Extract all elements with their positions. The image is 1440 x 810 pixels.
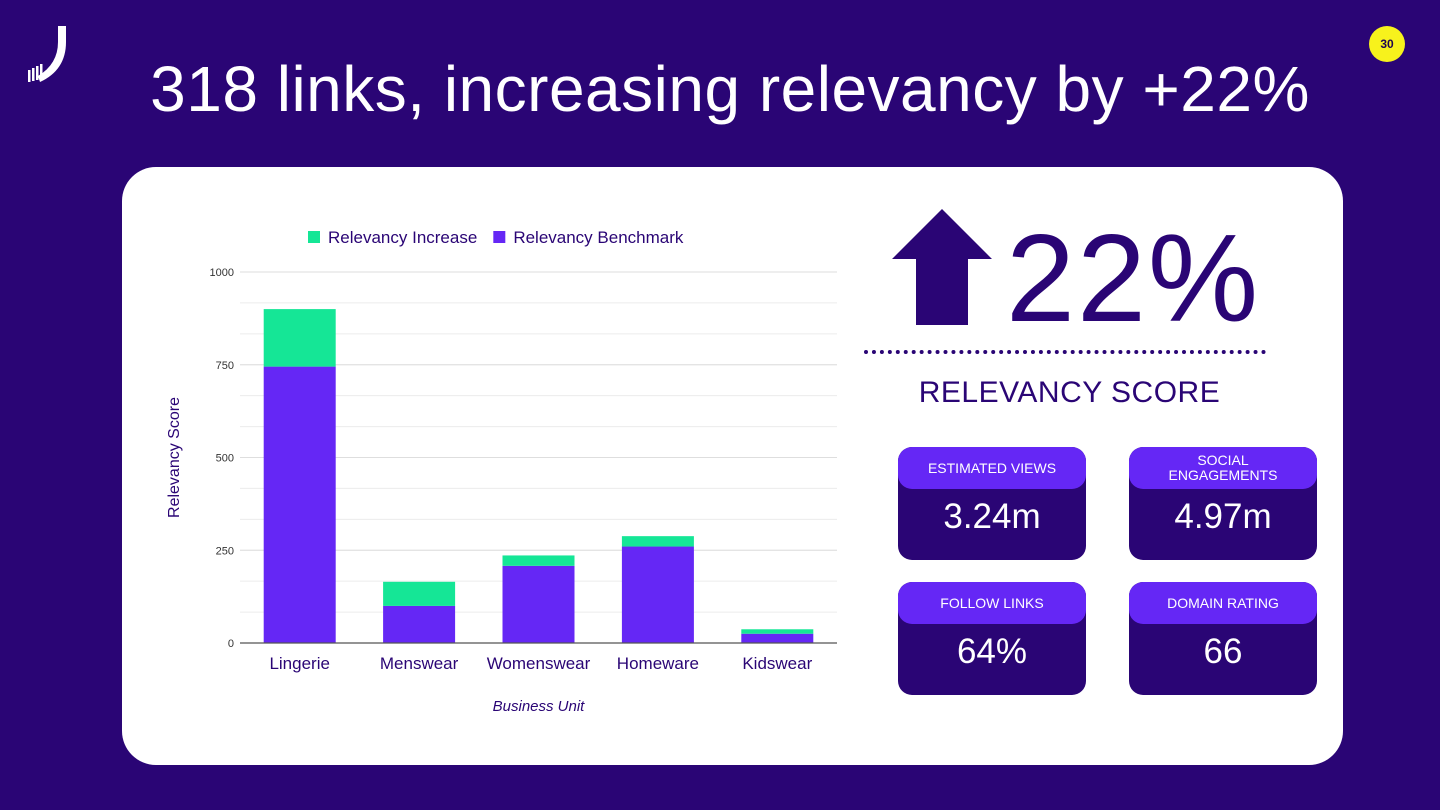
- stat-label: DOMAIN RATING: [1129, 582, 1317, 624]
- y-tick-label: 1000: [210, 267, 234, 279]
- stat-label: FOLLOW LINKS: [898, 582, 1086, 624]
- bar-segment: [621, 536, 694, 547]
- relevancy-score-label: RELEVANCY SCORE: [918, 376, 1221, 409]
- stat-value: 3.24m: [943, 497, 1041, 536]
- stat-value: 66: [1203, 632, 1243, 671]
- up-arrow-icon: [892, 209, 992, 325]
- stat-value: 4.97m: [1174, 497, 1272, 536]
- stat-label: ESTIMATED VIEWS: [898, 447, 1086, 489]
- relevancy-percentage: 22%: [1006, 210, 1261, 348]
- stat-value: 64%: [956, 632, 1028, 671]
- bar-segment: [383, 605, 456, 643]
- x-tick-label: Homeware: [617, 654, 699, 673]
- page-number-badge: 30: [1369, 26, 1405, 62]
- slide-title: 318 links, increasing relevancy by +22%: [150, 53, 1310, 125]
- stat-label: SOCIAL ENGAGEMENTS: [1129, 447, 1317, 489]
- x-tick-label: Lingerie: [269, 654, 330, 673]
- y-tick-label: 0: [228, 638, 234, 650]
- legend-swatch: [493, 231, 506, 243]
- x-tick-label: Kidswear: [742, 654, 812, 673]
- bar-segment: [741, 629, 814, 634]
- y-tick-label: 250: [216, 545, 234, 557]
- bar-segment: [263, 309, 336, 367]
- bar-segment: [502, 555, 575, 566]
- stacked-bar-chart: 0 250 500 750 1000 Lingerie Menswear Womenswear…: [166, 228, 837, 715]
- x-tick-label: Menswear: [380, 654, 459, 673]
- bar-segment: [263, 366, 336, 643]
- x-tick-label: Womenswear: [487, 654, 591, 673]
- brand-logo-icon: [28, 26, 66, 82]
- stat-card-domain-rating: DOMAIN RATING 66: [1129, 582, 1317, 695]
- dotted-divider: [864, 350, 1266, 354]
- bar-segment: [621, 546, 694, 643]
- stat-card-social-engagements: SOCIAL ENGAGEMENTS 4.97m: [1129, 447, 1317, 560]
- x-axis-title: Business Unit: [493, 698, 586, 715]
- y-tick-label: 500: [216, 453, 234, 465]
- stat-card-estimated-views: ESTIMATED VIEWS 3.24m: [898, 447, 1086, 560]
- y-axis-title: Relevancy Score: [166, 397, 183, 518]
- y-tick-label: 750: [216, 360, 234, 372]
- bar-segment: [741, 633, 814, 643]
- bar-segment: [383, 581, 456, 606]
- legend-swatch: [308, 231, 320, 243]
- legend-label: Relevancy Increase: [328, 228, 477, 247]
- stat-card-follow-links: FOLLOW LINKS 64%: [898, 582, 1086, 695]
- content-card: 0 250 500 750 1000 Lingerie Menswear Womenswear…: [122, 167, 1343, 765]
- bar-segment: [502, 565, 575, 643]
- legend-label: Relevancy Benchmark: [513, 228, 684, 247]
